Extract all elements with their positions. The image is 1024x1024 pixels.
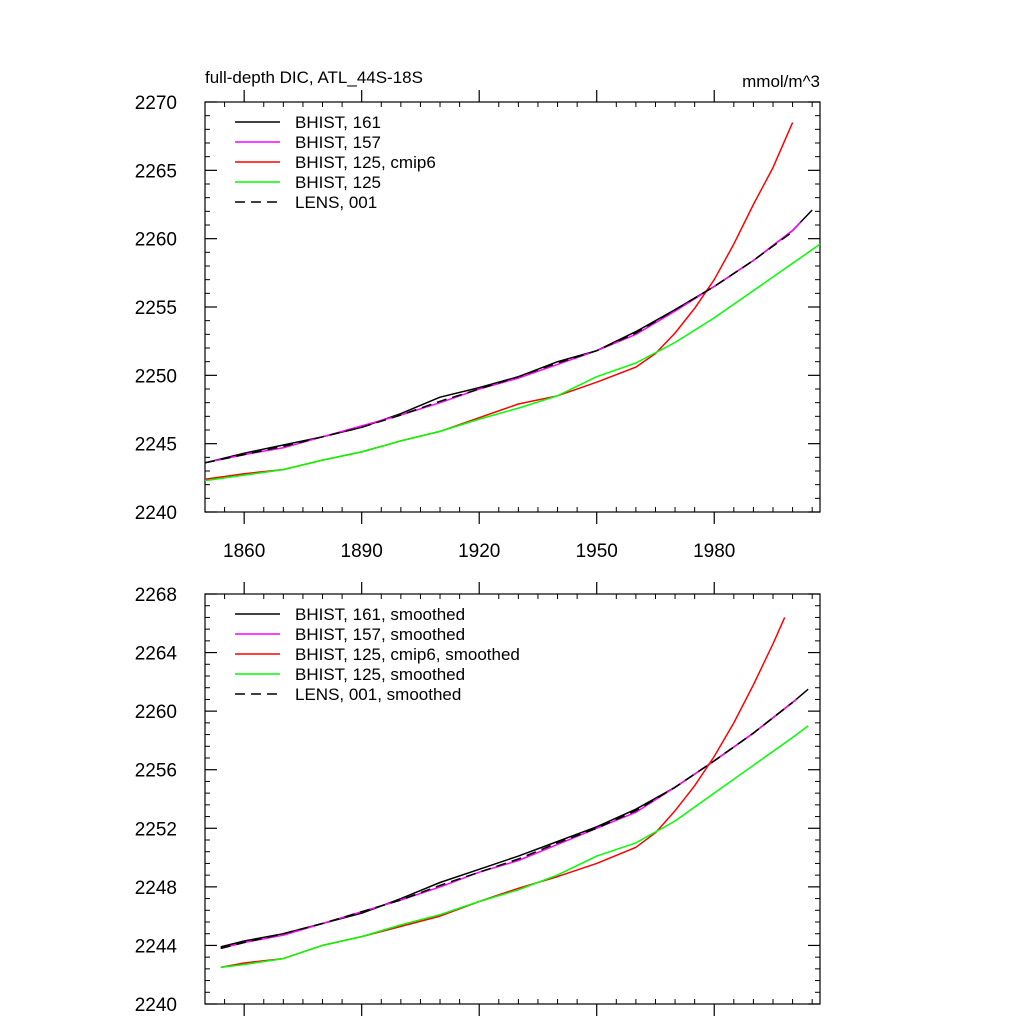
legend-label: BHIST, 161 [295,113,381,132]
y-tick-label: 2255 [135,298,177,319]
y-tick-label: 2268 [135,585,177,606]
series-line-1 [220,698,797,950]
legend-label: BHIST, 125 [295,173,381,192]
y-tick-label: 2252 [135,819,177,840]
y-tick-label: 2270 [135,93,177,114]
x-tick-label: 1860 [223,541,265,562]
legend-label: BHIST, 125, cmip6 [295,153,436,172]
top-panel: 1860 1890 1920 1950 1980 2240 2245 2250 2255 2260… [135,90,821,562]
y-tick-label: 2264 [135,644,178,665]
bottom-panel: 2240 2244 2248 2252 2256 2260 2264 2268 BHIST, 1… [135,582,821,1016]
y-tick-label: 2244 [135,936,178,957]
y-tick-label: 2260 [135,702,177,723]
plot-frame [204,593,821,1005]
x-tick-label: 1920 [458,541,500,562]
y-tick-label: 2256 [135,761,177,782]
units-label: mmol/m^3 [742,72,820,91]
y-tick-label: 2248 [135,878,177,899]
legend-label: BHIST, 157 [295,133,381,152]
y-tick-label: 2240 [135,503,177,524]
legend-label: BHIST, 161, smoothed [295,605,465,624]
y-tick-label: 2240 [135,995,177,1016]
series-line-3 [204,243,821,482]
y-tick-label: 2245 [135,435,177,456]
x-tick-label: 1890 [341,541,383,562]
legend-label: BHIST, 125, smoothed [295,665,465,684]
legend-label: BHIST, 157, smoothed [295,625,465,644]
x-tick-label: 1980 [693,541,735,562]
series-line-4 [220,701,794,950]
legend-label: LENS, 001 [295,193,377,212]
legend-label: LENS, 001, smoothed [295,685,461,704]
x-tick-label: 1950 [576,541,618,562]
y-tick-label: 2260 [135,230,177,251]
series-line-2 [204,122,794,480]
series-line-0 [220,688,809,948]
y-tick-label: 2250 [135,366,177,387]
legend-label: BHIST, 125, cmip6, smoothed [295,645,520,664]
series-line-1 [204,221,801,464]
chart-title: full-depth DIC, ATL_44S-18S [205,68,423,87]
y-tick-label: 2265 [135,161,177,182]
series-line-3 [220,725,809,969]
series-line-4 [204,231,794,464]
series-line-0 [204,209,813,464]
